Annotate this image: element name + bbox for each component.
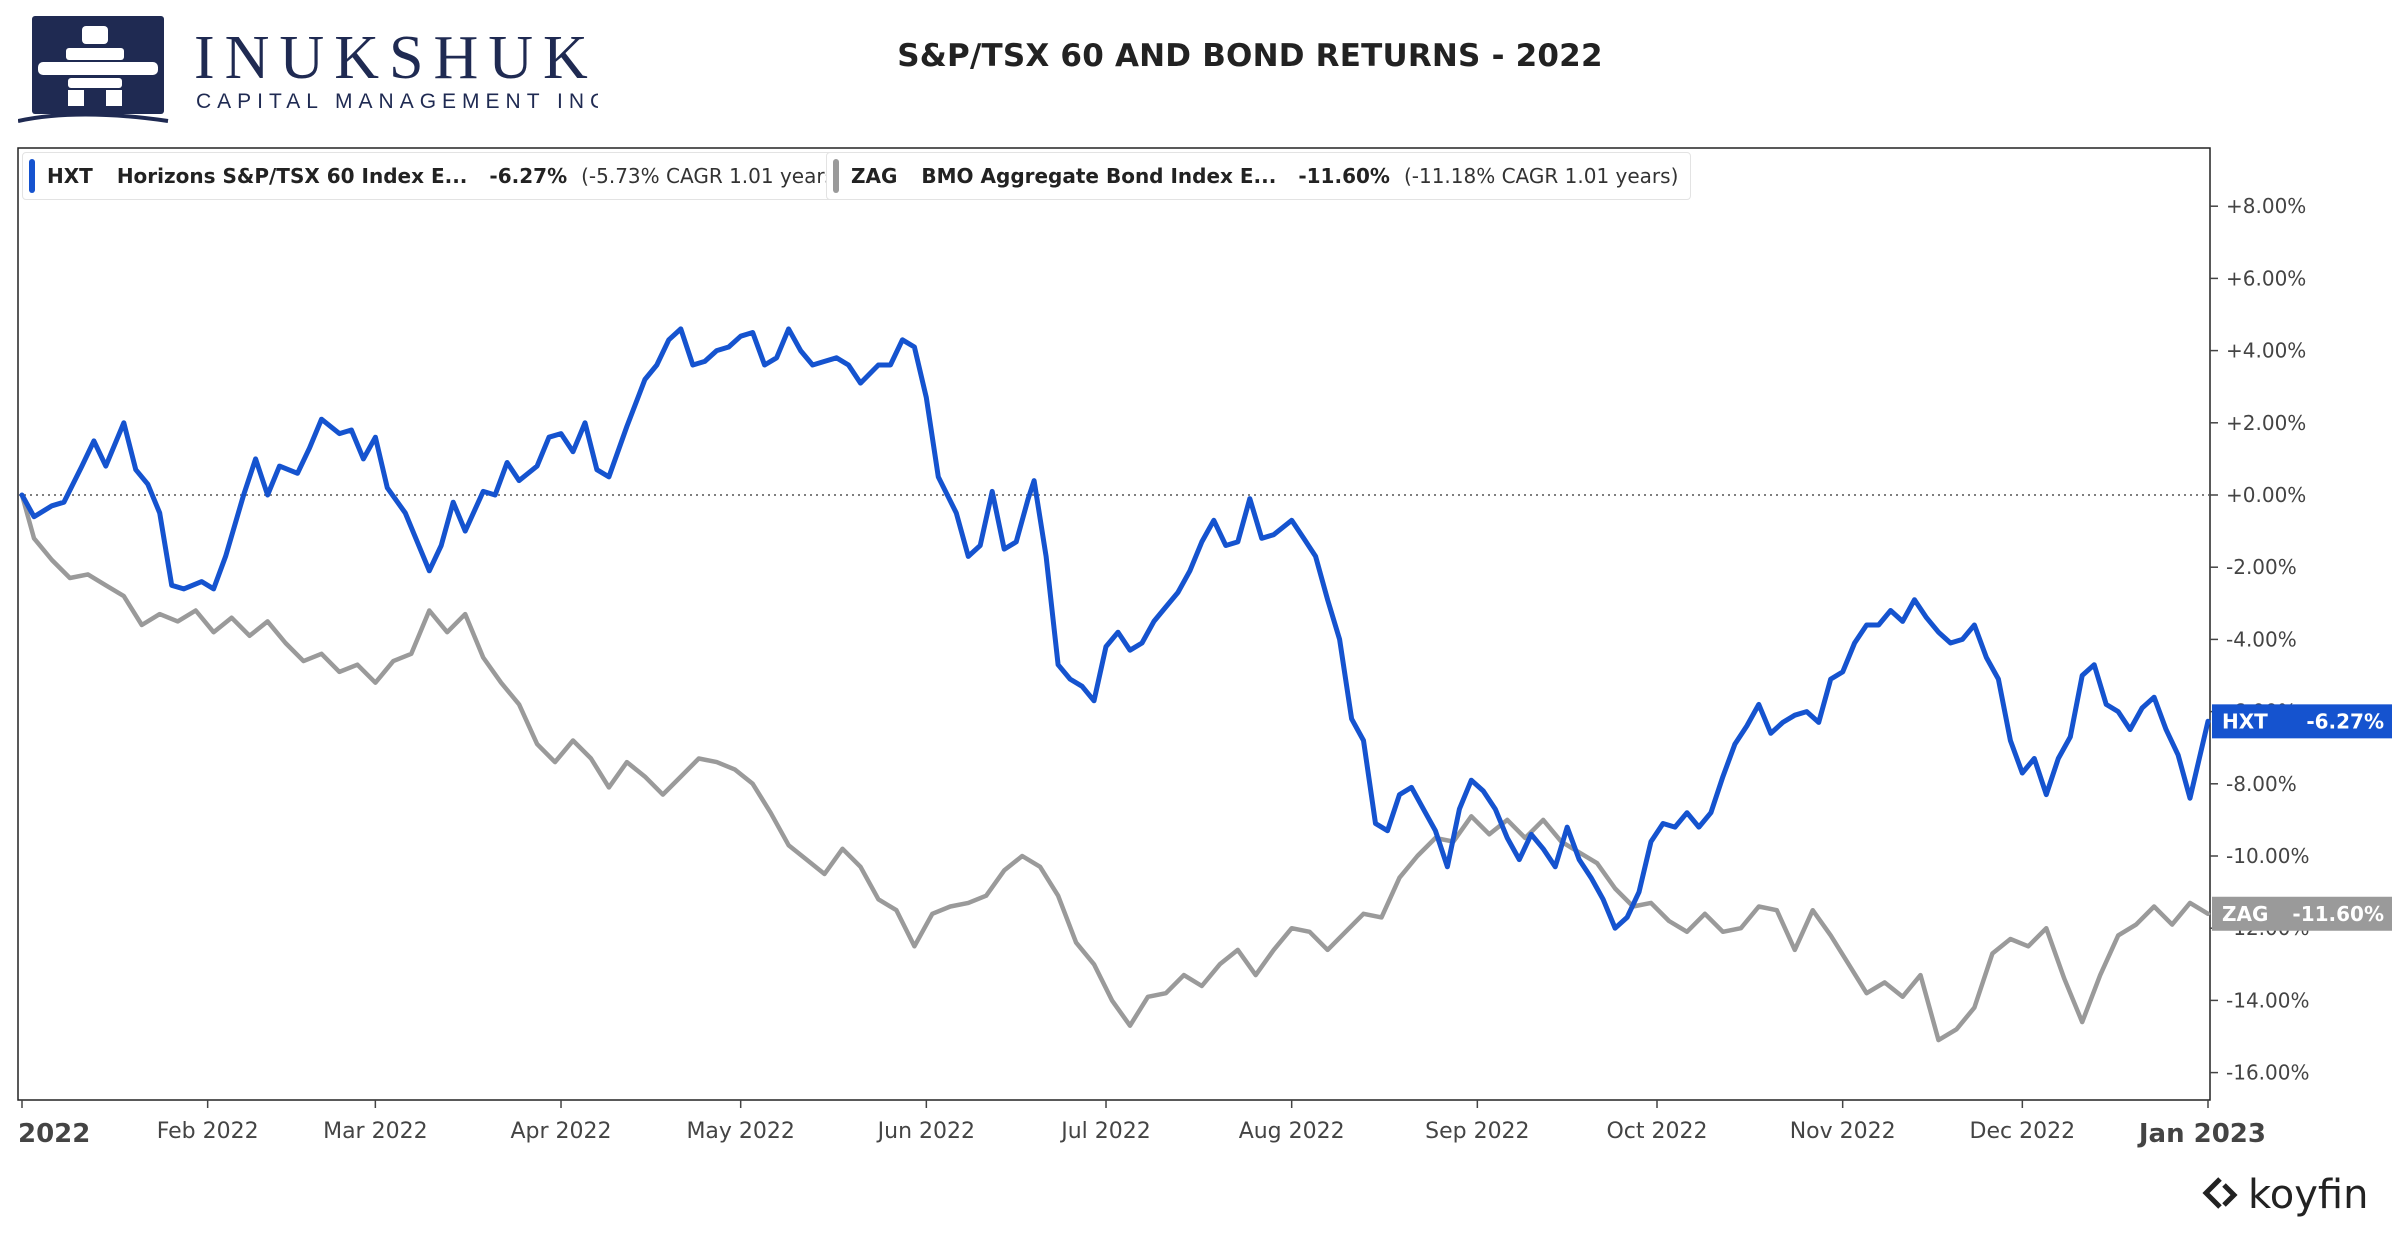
legend-return: -11.60%	[1298, 164, 1390, 188]
logo-name: INUKSHUK	[194, 24, 598, 92]
legend-item-hxt[interactable]: HXT Horizons S&P/TSX 60 Index E... -6.27…	[22, 152, 856, 200]
legend-name: Horizons S&P/TSX 60 Index E...	[116, 164, 468, 188]
legend-color-swatch	[29, 159, 35, 193]
brand-name: koyfin	[2248, 1172, 2369, 1218]
x-tick-label: May 2022	[686, 1119, 794, 1144]
chart-title: S&P/TSX 60 AND BOND RETURNS - 2022	[897, 38, 1603, 74]
y-tick-label: -16.00%	[2226, 1061, 2309, 1085]
legend-color-swatch	[833, 159, 839, 193]
y-tick-label: -8.00%	[2226, 772, 2297, 796]
x-tick-label: Sep 2022	[1425, 1119, 1529, 1144]
end-label-ticker: ZAG	[2222, 902, 2268, 926]
koyfin-brand: koyfin	[2200, 1172, 2368, 1218]
y-tick-label: +4.00%	[2226, 339, 2306, 363]
end-label-ticker: HXT	[2222, 709, 2268, 733]
y-tick-label: -14.00%	[2226, 988, 2309, 1012]
end-label-value: -11.60%	[2292, 902, 2384, 926]
end-label-box	[2212, 704, 2392, 739]
logo-subtitle: CAPITAL MANAGEMENT INC.	[196, 90, 598, 113]
series-line-hxt[interactable]	[19, 326, 2211, 931]
x-tick-label: Feb 2022	[157, 1119, 259, 1144]
y-tick-label: -2.00%	[2226, 555, 2297, 579]
legend-return: -6.27%	[489, 164, 568, 188]
x-tick-label: Nov 2022	[1790, 1119, 1896, 1144]
y-tick-label: +2.00%	[2226, 411, 2306, 435]
x-tick-label: Mar 2022	[323, 1119, 428, 1144]
x-tick-label: Aug 2022	[1239, 1119, 1345, 1144]
legend-cagr: (-5.73% CAGR 1.01 years)	[581, 164, 843, 188]
inukshuk-logo-icon: INUKSHUK CAPITAL MANAGEMENT INC.	[17, 16, 617, 123]
end-label-box	[2212, 896, 2392, 931]
x-tick-label: Jun 2022	[876, 1119, 975, 1144]
plot-frame	[17, 147, 2211, 1101]
x-tick-label: Jan 2023	[2137, 1119, 2266, 1149]
y-tick-label: -10.00%	[2226, 844, 2309, 868]
end-label-value: -6.27%	[2306, 709, 2384, 733]
x-tick-label: Apr 2022	[510, 1119, 611, 1144]
x-tick-label: Oct 2022	[1606, 1119, 1707, 1144]
company-logo: INUKSHUK CAPITAL MANAGEMENT INC.	[17, 16, 617, 128]
legend-ticker: ZAG	[851, 164, 898, 188]
end-label-zag: ZAG -11.60%	[2212, 896, 2392, 931]
x-tick-label: Dec 2022	[1970, 1119, 2076, 1144]
x-tick-label: 2022	[18, 1119, 90, 1149]
legend-ticker: HXT	[47, 164, 93, 188]
legend-item-zag[interactable]: ZAG BMO Aggregate Bond Index E... -11.60…	[826, 152, 1692, 200]
series-line-zag[interactable]	[19, 492, 2211, 1043]
x-tick-label: Jul 2022	[1059, 1119, 1151, 1144]
y-tick-label: +0.00%	[2226, 483, 2306, 507]
y-tick-label: +6.00%	[2226, 266, 2306, 290]
koyfin-logo-icon	[2202, 1177, 2238, 1209]
legend-name: BMO Aggregate Bond Index E...	[921, 164, 1277, 188]
legend-cagr: (-11.18% CAGR 1.01 years)	[1403, 164, 1679, 188]
y-tick-label: +8.00%	[2226, 194, 2306, 218]
end-label-hxt: HXT -6.27%	[2212, 704, 2392, 739]
y-tick-label: -4.00%	[2226, 627, 2297, 651]
